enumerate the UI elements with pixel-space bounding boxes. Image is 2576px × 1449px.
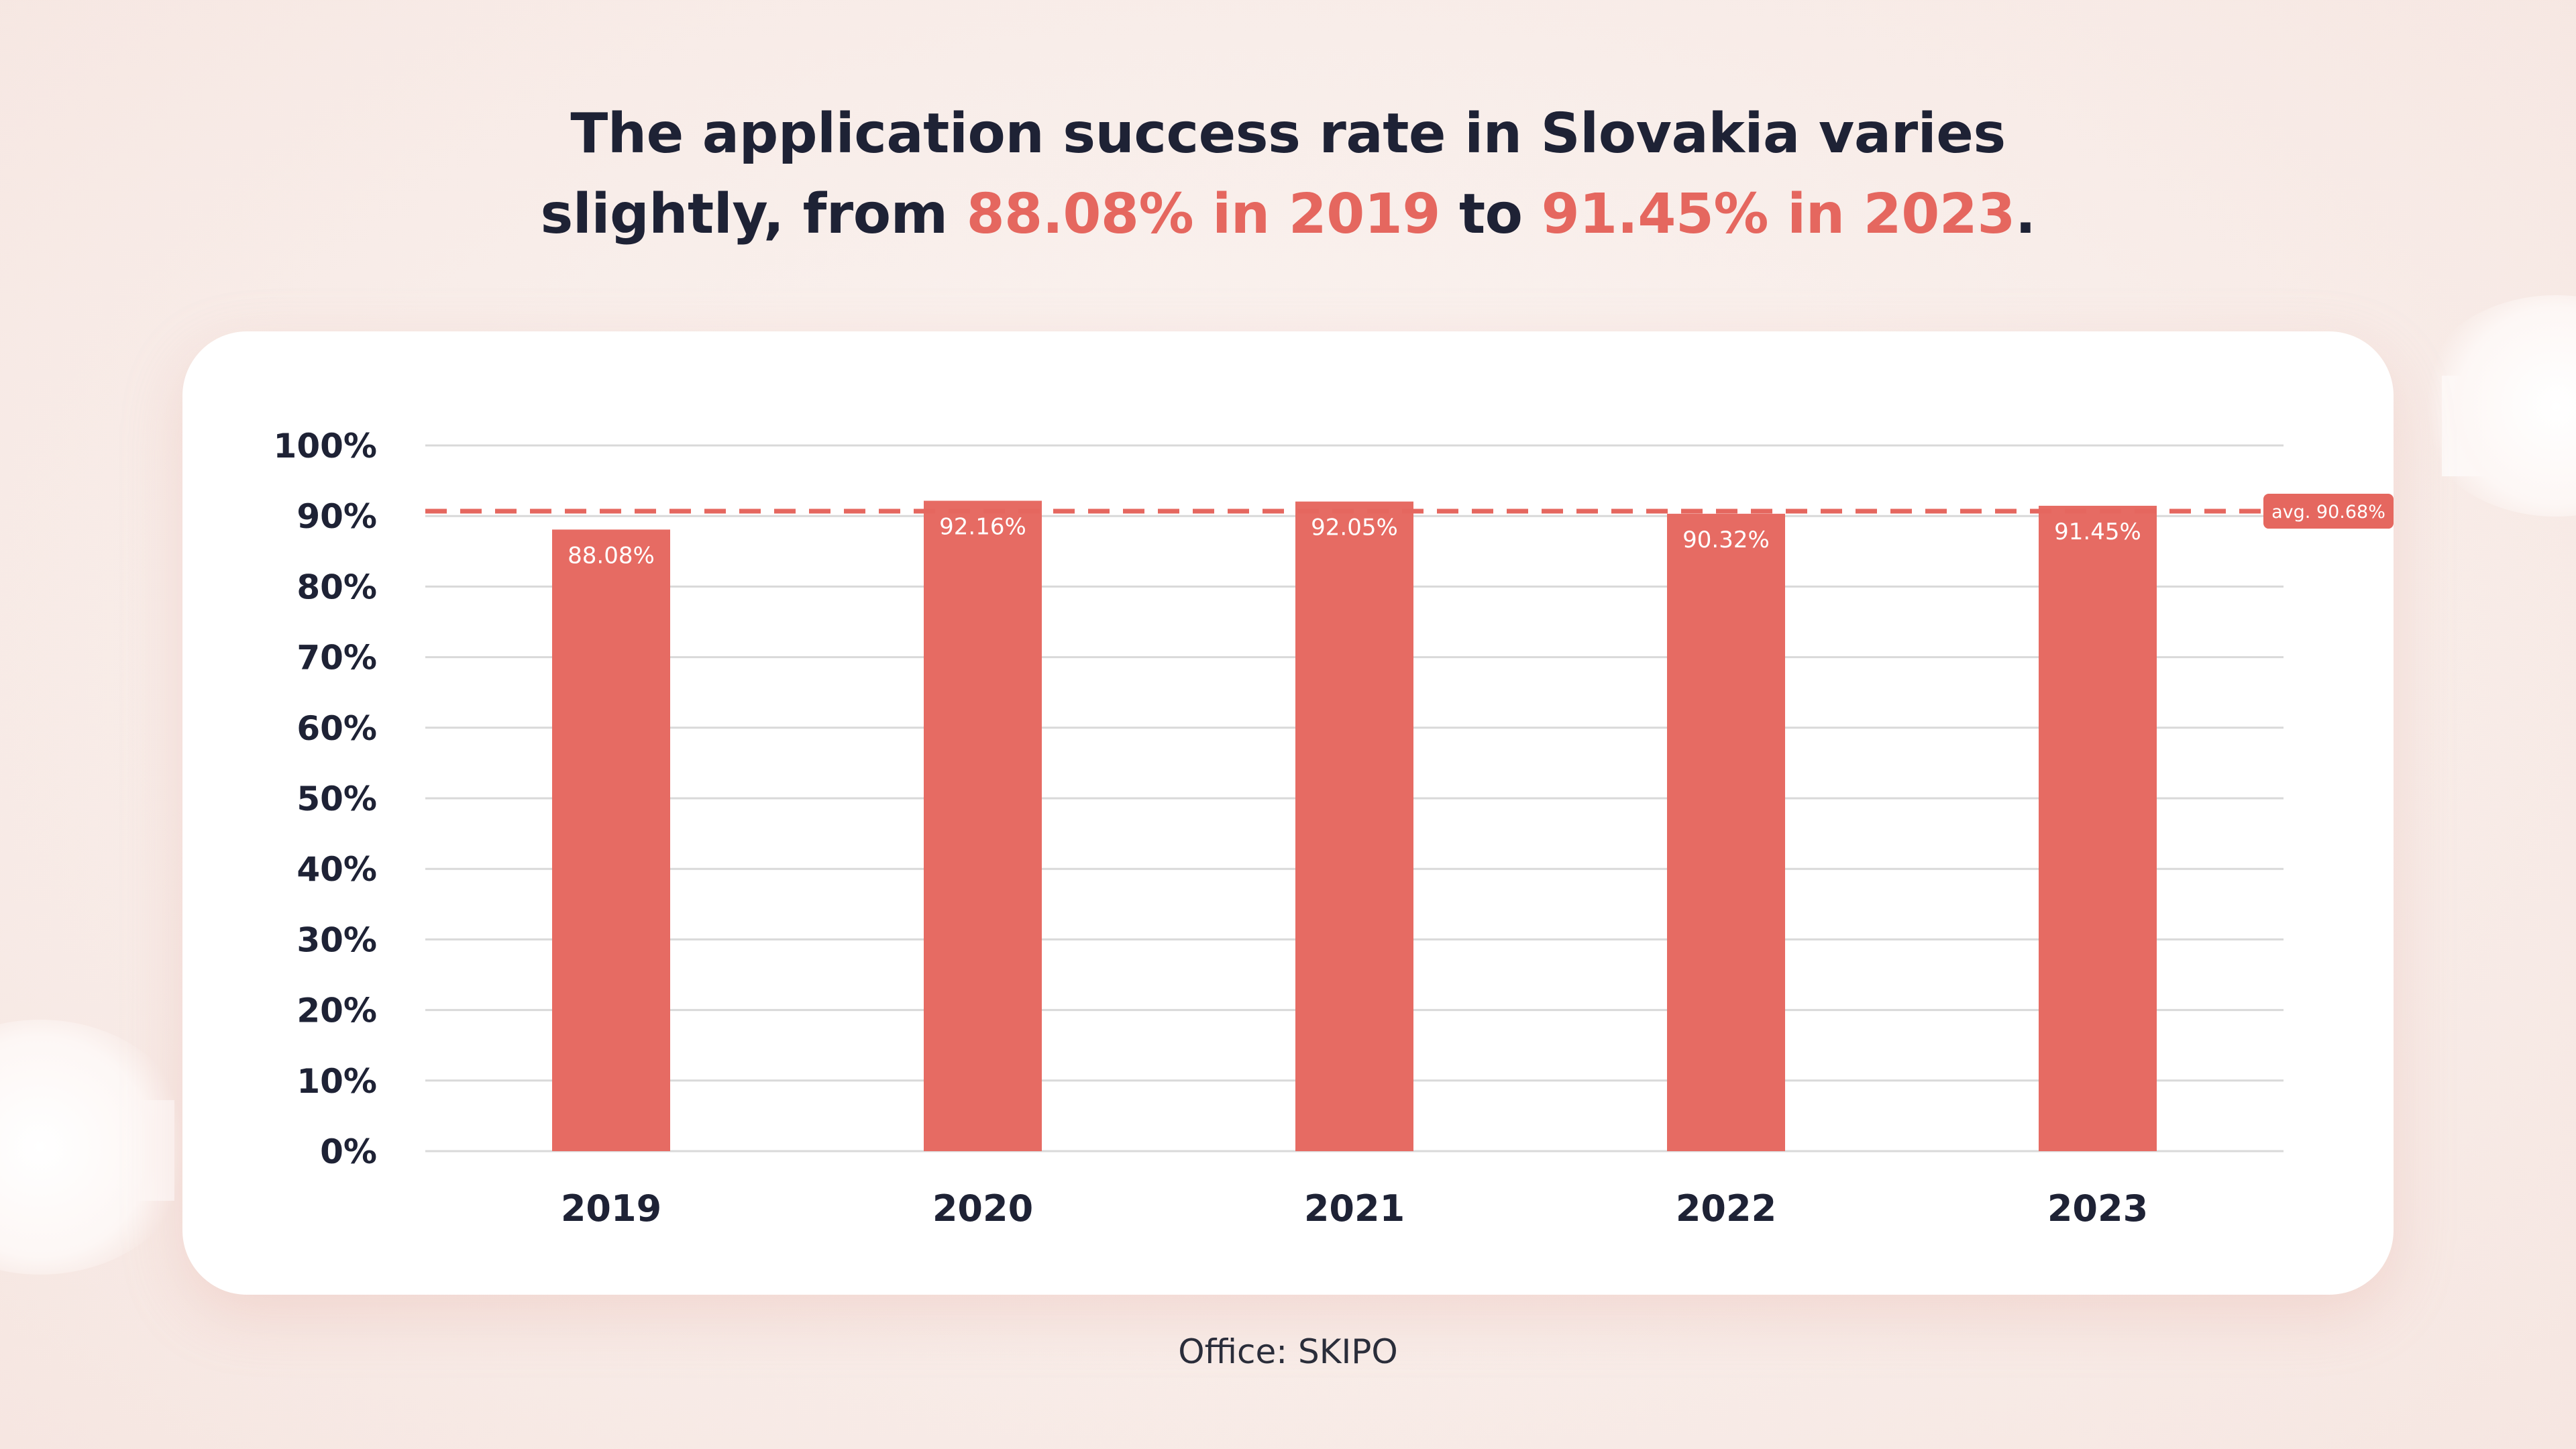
y-tick-label: 20% <box>297 991 377 1030</box>
title-line-1: The application success rate in Slovakia… <box>570 102 2006 166</box>
bar <box>1295 501 1413 1151</box>
background-cloud-left <box>0 1020 195 1275</box>
average-label: avg. 90.68% <box>2271 502 2385 523</box>
title-line-2: slightly, from 88.08% in 2019 to 91.45% … <box>0 174 2576 255</box>
y-tick-label: 40% <box>297 850 377 889</box>
x-tick-label: 2022 <box>1676 1187 1776 1230</box>
y-tick-label: 100% <box>274 427 377 466</box>
x-tick-label: 2020 <box>932 1187 1033 1230</box>
bar-chart: 0% 10% 20% 30% 40% 50% 60% 70% 80% 90% 100% 88.08% 2… <box>274 427 2394 1230</box>
title-highlight-start: 88.08% in 2019 <box>966 182 1441 246</box>
y-tick-label: 50% <box>297 780 377 818</box>
bar-value-label: 88.08% <box>568 542 655 569</box>
bar <box>552 529 670 1151</box>
y-tick-label: 0% <box>320 1132 377 1171</box>
bar-value-label: 92.05% <box>1311 515 1398 541</box>
y-tick-label: 60% <box>297 709 377 748</box>
title-prefix: slightly, from <box>540 182 967 246</box>
bar-value-label: 92.16% <box>939 513 1026 540</box>
chart-card: 0% 10% 20% 30% 40% 50% 60% 70% 80% 90% 100% 88.08% 2… <box>182 331 2394 1295</box>
x-tick-label: 2021 <box>1304 1187 1405 1230</box>
x-tick-label: 2023 <box>2047 1187 2148 1230</box>
y-tick-label: 80% <box>297 568 377 606</box>
source-note: Office: SKIPO <box>1178 1332 1398 1371</box>
y-tick-label: 30% <box>297 920 377 959</box>
title-highlight-end: 91.45% in 2023 <box>1541 182 2016 246</box>
bar <box>2039 505 2157 1151</box>
page-title: The application success rate in Slovakia… <box>0 94 2576 255</box>
title-suffix: . <box>2015 182 2036 246</box>
bar-value-label: 90.32% <box>1682 527 1770 553</box>
x-tick-label: 2019 <box>561 1187 661 1230</box>
y-tick-label: 90% <box>297 497 377 536</box>
average-badge <box>2263 494 2394 529</box>
bar <box>924 500 1042 1151</box>
background-cloud-right <box>2415 295 2576 517</box>
y-tick-label: 70% <box>297 639 377 678</box>
bar <box>1667 513 1785 1151</box>
title-middle: to <box>1440 182 1542 246</box>
bar-value-label: 91.45% <box>2054 519 2141 545</box>
y-tick-label: 10% <box>297 1062 377 1101</box>
